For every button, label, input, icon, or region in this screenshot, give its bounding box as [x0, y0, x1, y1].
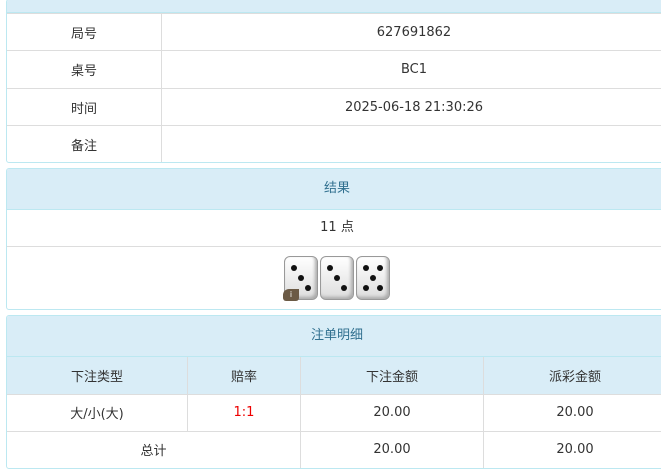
header-bet-amount: 下注金额	[300, 357, 484, 395]
table-row: 大/小(大) 1:1 20.00 20.00	[7, 393, 661, 432]
die-pip	[305, 285, 311, 291]
table-row: 桌号 BC1	[7, 50, 661, 89]
round-number: 627691862	[161, 13, 661, 51]
total-label: 总计	[7, 430, 301, 468]
die-pip	[298, 275, 304, 281]
header-bet-type: 下注类型	[7, 357, 188, 395]
table-number: BC1	[161, 50, 661, 89]
remark-value	[161, 125, 661, 162]
row-label: 桌号	[7, 50, 162, 89]
dice-row: i	[7, 247, 661, 309]
bet-details-title: 注单明细	[7, 316, 661, 357]
result-panel: 结果 11 点 i	[6, 168, 661, 310]
die-pip	[334, 275, 340, 281]
bet-amount: 20.00	[300, 393, 484, 432]
table-header-row: 下注类型 赔率 下注金额 派彩金额	[7, 357, 661, 395]
info-icon[interactable]: i	[283, 289, 299, 301]
die-pip	[363, 265, 369, 271]
row-label: 局号	[7, 13, 162, 51]
die-3	[320, 256, 354, 300]
total-payout: 20.00	[483, 430, 661, 468]
bet-details-panel: 注单明细 下注类型 赔率 下注金额 派彩金额 大/小(大) 1:1 20.00 …	[6, 315, 661, 469]
die-pip	[377, 265, 383, 271]
row-label: 时间	[7, 88, 162, 126]
result-title: 结果	[7, 169, 661, 210]
die-pip	[341, 285, 347, 291]
die-pip	[363, 285, 369, 291]
result-points: 11 点	[7, 210, 661, 247]
time-value: 2025-06-18 21:30:26	[161, 88, 661, 126]
die-pip	[377, 285, 383, 291]
panel-header	[7, 0, 661, 13]
die-pip	[370, 275, 376, 281]
table-row: 时间 2025-06-18 21:30:26	[7, 88, 661, 126]
round-info-panel: 局号 627691862 桌号 BC1 时间 2025-06-18 21:30:26 …	[6, 0, 661, 163]
header-payout: 派彩金额	[483, 357, 661, 395]
die-pip	[291, 265, 297, 271]
payout: 20.00	[483, 393, 661, 432]
die-3: i	[283, 256, 318, 301]
total-row: 总计 20.00 20.00	[7, 430, 661, 468]
odds: 1:1	[187, 393, 301, 432]
row-label: 备注	[7, 125, 162, 162]
header-odds: 赔率	[187, 357, 301, 395]
total-amount: 20.00	[300, 430, 484, 468]
table-row: 局号 627691862	[7, 13, 661, 51]
round-info-table: 局号 627691862 桌号 BC1 时间 2025-06-18 21:30:26 …	[7, 13, 661, 162]
die-pip	[327, 265, 333, 271]
table-row: 备注	[7, 125, 661, 162]
die-5	[356, 256, 390, 300]
bet-type: 大/小(大)	[7, 393, 188, 432]
bet-details-table: 下注类型 赔率 下注金额 派彩金额 大/小(大) 1:1 20.00 20.00…	[7, 357, 661, 468]
